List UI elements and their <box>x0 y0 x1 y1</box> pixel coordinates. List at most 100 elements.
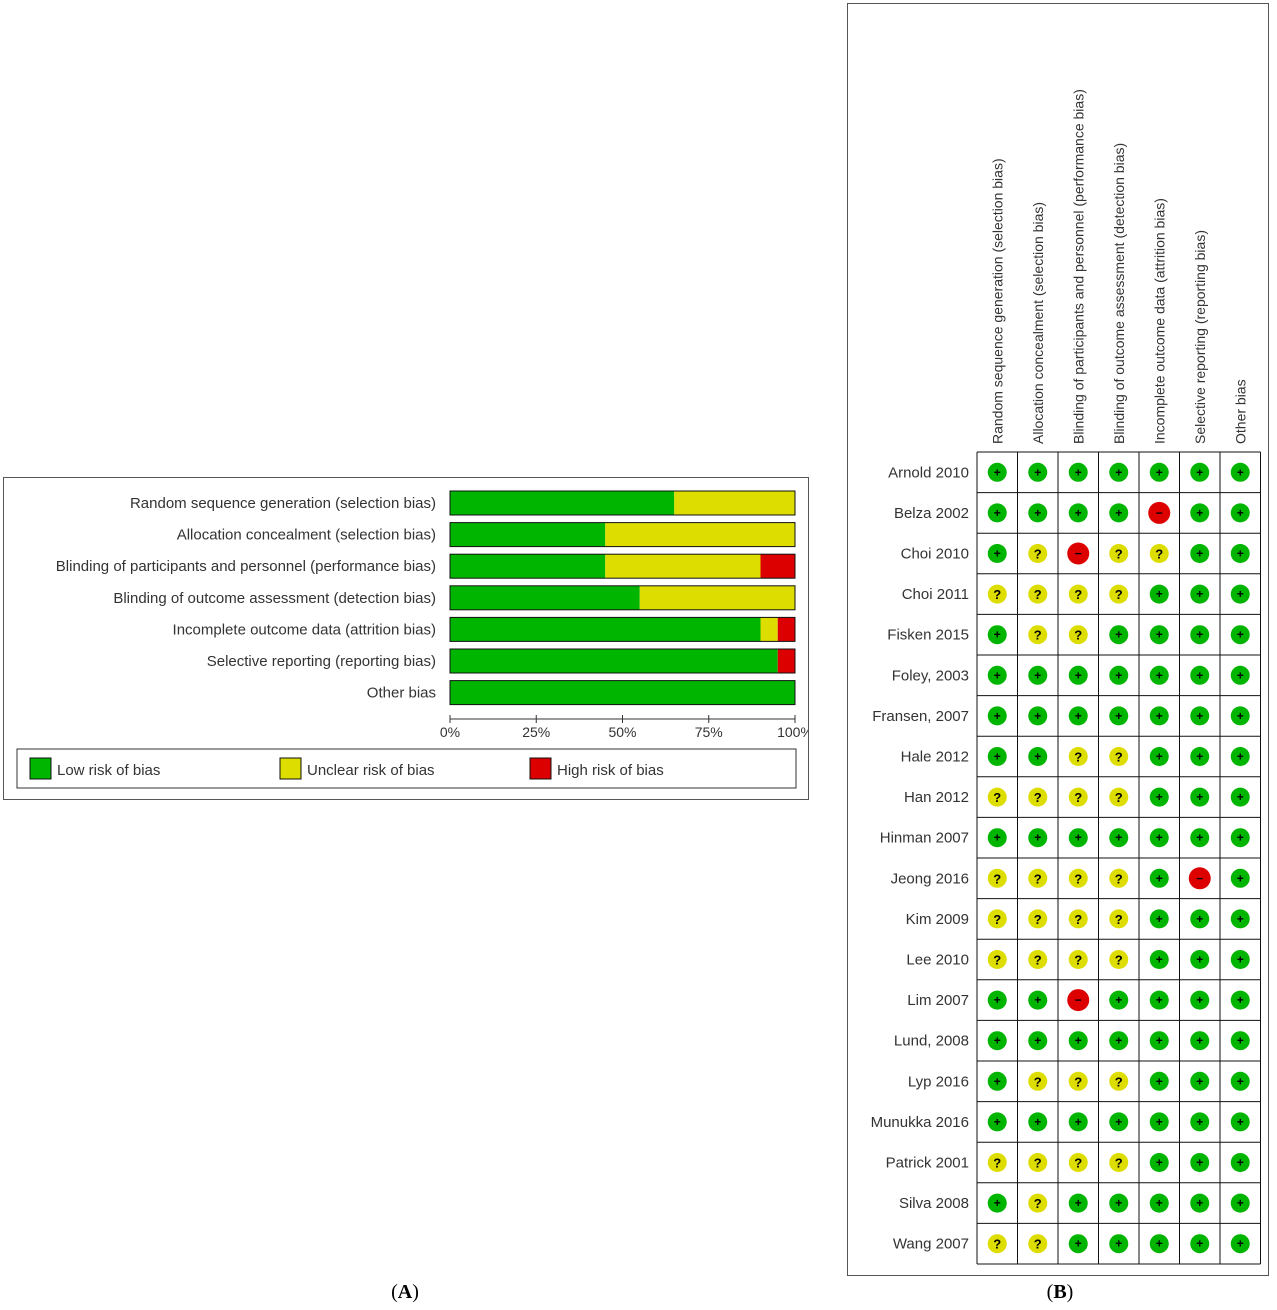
x-tick-label: 0% <box>440 724 460 740</box>
rating-symbol: + <box>1115 465 1122 479</box>
rating-dot <box>1230 1031 1250 1051</box>
rating-dot <box>1190 950 1210 969</box>
rating-dot <box>987 868 1007 888</box>
rating-symbol: + <box>1075 1034 1082 1048</box>
panel-label-b: (B) <box>1046 1281 1074 1303</box>
rating-symbol: ? <box>1115 587 1123 602</box>
rating-symbol: ? <box>993 871 1001 886</box>
rating-symbol: + <box>1115 1115 1122 1129</box>
rating-symbol: + <box>994 628 1001 642</box>
rating-dot <box>1149 990 1169 1010</box>
rating-symbol: ? <box>1034 790 1042 805</box>
rating-dot <box>1068 1031 1088 1051</box>
rating-symbol: ? <box>1074 1156 1082 1171</box>
rating-dot <box>987 503 1007 523</box>
rating-symbol: + <box>1075 709 1082 723</box>
rating-dot <box>987 909 1007 929</box>
bar-outline <box>449 585 796 611</box>
bar-segment-2 <box>760 554 795 579</box>
rating-symbol: + <box>1075 1115 1082 1129</box>
rating-symbol: − <box>1075 993 1082 1007</box>
column-header: Random sequence generation (selection bi… <box>989 158 1005 444</box>
rating-dot <box>987 706 1007 726</box>
rating-symbol: ? <box>1034 912 1042 927</box>
rating-symbol: + <box>1115 709 1122 723</box>
rating-dot <box>1188 867 1211 890</box>
rating-dot <box>1149 828 1169 848</box>
risk-of-bias-summary-chart: Random sequence generation (selection bi… <box>3 477 813 800</box>
rating-dot <box>1190 584 1210 604</box>
rating-symbol: + <box>1196 790 1203 804</box>
study-label: Foley, 2003 <box>892 667 969 684</box>
rating-symbol: + <box>1156 668 1163 682</box>
rating-dot <box>1230 1153 1250 1172</box>
rating-symbol: + <box>1075 465 1082 479</box>
rating-dot <box>1109 462 1129 482</box>
rating-symbol: − <box>1156 506 1163 520</box>
rating-symbol: + <box>1237 709 1244 723</box>
rating-dot <box>1109 1193 1129 1213</box>
rating-symbol: + <box>1156 871 1163 885</box>
rating-symbol: + <box>1196 993 1203 1007</box>
rating-dot <box>1068 503 1088 523</box>
rating-dot <box>1190 787 1210 807</box>
rating-symbol: + <box>1156 831 1163 845</box>
rating-dot <box>987 1112 1007 1132</box>
rating-symbol: + <box>994 750 1001 764</box>
study-label: Lim 2007 <box>907 992 969 1009</box>
rating-symbol: + <box>994 1196 1001 1210</box>
rating-symbol: + <box>1034 993 1041 1007</box>
rating-symbol: + <box>994 465 1001 479</box>
rating-symbol: + <box>1237 1074 1244 1088</box>
rating-dot <box>1109 625 1129 645</box>
rating-symbol: ? <box>1074 1074 1082 1089</box>
rating-dot <box>1230 1071 1250 1091</box>
rating-symbol: − <box>1075 547 1082 561</box>
rating-symbol: ? <box>1074 587 1082 602</box>
rating-dot <box>1068 1153 1088 1172</box>
column-header: Incomplete outcome data (attrition bias) <box>1151 198 1167 444</box>
rating-dot <box>1149 950 1169 969</box>
rating-dot <box>987 625 1007 645</box>
rating-dot <box>1109 503 1129 523</box>
rating-symbol: ? <box>993 953 1001 968</box>
rating-symbol: + <box>1075 831 1082 845</box>
bar-outline <box>449 680 796 706</box>
rating-dot <box>1028 1112 1048 1132</box>
rating-dot <box>1109 868 1129 888</box>
rating-symbol: + <box>1237 1196 1244 1210</box>
rating-dot <box>1028 625 1048 645</box>
rating-symbol: ? <box>1115 1074 1123 1089</box>
rating-dot <box>1068 1193 1088 1213</box>
rating-dot <box>987 990 1007 1010</box>
rating-dot <box>1109 544 1129 563</box>
bar-segment-1 <box>639 585 795 610</box>
rating-symbol: + <box>1196 465 1203 479</box>
rating-dot <box>1149 909 1169 929</box>
bar-outline <box>449 490 796 516</box>
study-label: Choi 2011 <box>902 586 969 603</box>
rating-dot <box>1028 868 1048 888</box>
rating-dot <box>1068 1234 1088 1254</box>
rating-dot <box>1028 747 1048 766</box>
study-label: Choi 2010 <box>901 546 969 563</box>
rating-dot <box>1149 787 1169 807</box>
rating-symbol: + <box>1237 668 1244 682</box>
rating-dot <box>1190 503 1210 523</box>
rating-symbol: + <box>1156 790 1163 804</box>
legend-swatch-2 <box>529 757 552 780</box>
rating-symbol: + <box>1156 953 1163 967</box>
rating-dot <box>1028 462 1048 482</box>
rating-dot <box>987 950 1007 969</box>
rating-dot <box>1109 665 1129 685</box>
rating-symbol: + <box>1115 628 1122 642</box>
rating-symbol: + <box>1196 1034 1203 1048</box>
rating-symbol: + <box>1156 465 1163 479</box>
rating-symbol: + <box>1237 1034 1244 1048</box>
rating-dot <box>1230 909 1250 929</box>
rating-dot <box>1068 787 1088 807</box>
bar-segment-0 <box>450 585 640 610</box>
legend-label-1: Unclear risk of bias <box>307 762 435 779</box>
rating-symbol: + <box>1196 587 1203 601</box>
rating-dot <box>1230 462 1250 482</box>
